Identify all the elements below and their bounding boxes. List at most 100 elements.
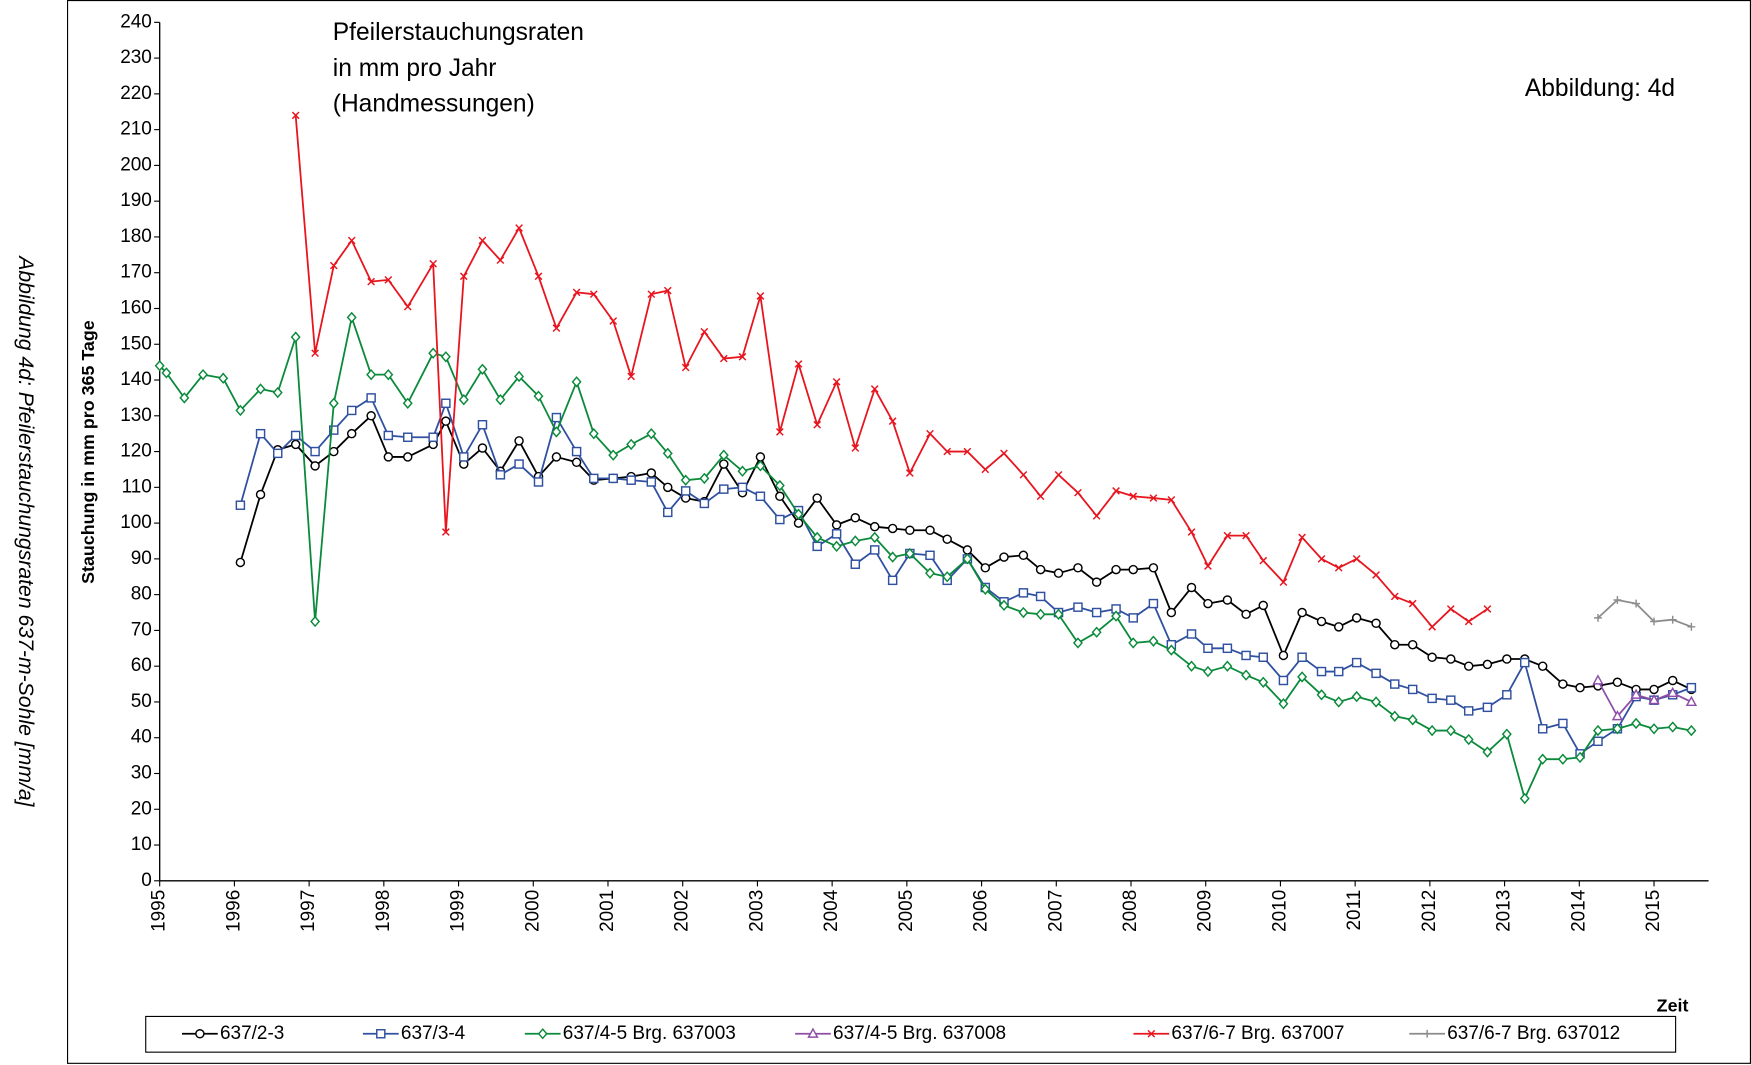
marker <box>1667 686 1679 698</box>
marker <box>1297 652 1307 662</box>
x-tick-label: 2009 <box>1195 890 1216 932</box>
marker <box>663 482 673 493</box>
marker <box>870 385 879 393</box>
marker <box>1316 616 1327 627</box>
marker <box>1091 626 1102 638</box>
marker <box>1445 724 1456 737</box>
marker <box>1203 643 1213 654</box>
marker <box>1334 563 1343 572</box>
marker <box>1053 568 1064 578</box>
marker <box>1463 706 1474 716</box>
marker <box>1593 736 1603 747</box>
marker <box>869 521 880 532</box>
marker <box>403 302 412 311</box>
marker <box>1091 607 1102 618</box>
marker <box>1575 751 1586 764</box>
marker <box>1464 617 1473 626</box>
marker <box>1241 650 1251 661</box>
marker <box>1371 668 1381 679</box>
marker <box>1667 675 1678 686</box>
marker <box>179 392 190 404</box>
marker <box>1686 682 1697 693</box>
x-tick-label: 1997 <box>298 890 319 932</box>
y-tick-label: 230 <box>120 47 152 68</box>
marker <box>1520 657 1530 668</box>
y-tick-label: 190 <box>120 190 152 211</box>
marker <box>1128 637 1139 649</box>
marker <box>1537 661 1548 671</box>
marker <box>812 531 823 544</box>
x-tick-label: 2015 <box>1643 890 1664 932</box>
marker <box>496 256 505 265</box>
marker <box>534 272 543 281</box>
marker <box>719 459 729 469</box>
marker <box>572 288 581 297</box>
marker <box>458 394 469 406</box>
marker <box>699 498 710 509</box>
marker <box>1317 555 1326 563</box>
marker <box>719 484 729 494</box>
marker <box>1036 492 1045 501</box>
x-tick-label: 2007 <box>1045 890 1066 932</box>
y-tick-label: 240 <box>120 11 152 32</box>
marker <box>1333 622 1344 632</box>
marker <box>1537 753 1548 765</box>
marker <box>310 615 321 628</box>
marker <box>793 518 804 528</box>
marker <box>1667 721 1678 733</box>
marker <box>402 397 413 409</box>
marker <box>376 1028 386 1039</box>
marker <box>755 452 766 462</box>
marker <box>290 430 301 441</box>
x-tick-label: 1995 <box>149 890 170 932</box>
y-tick-label: 50 <box>131 691 152 712</box>
marker <box>1316 666 1327 677</box>
marker <box>429 259 438 268</box>
marker <box>1091 577 1102 587</box>
marker <box>1073 563 1083 573</box>
marker <box>428 432 438 443</box>
marker <box>888 417 897 426</box>
marker <box>663 286 672 295</box>
marker <box>1018 588 1029 598</box>
y-tick-label: 20 <box>131 798 152 819</box>
marker <box>775 514 785 525</box>
marker <box>311 349 319 358</box>
marker <box>1427 652 1437 662</box>
marker <box>1073 602 1083 612</box>
marker <box>962 545 973 555</box>
marker <box>440 351 451 363</box>
marker <box>403 452 413 462</box>
marker <box>1222 660 1233 672</box>
marker <box>793 508 804 520</box>
marker <box>571 446 582 457</box>
marker <box>1427 693 1437 704</box>
marker <box>1167 495 1176 504</box>
marker <box>646 428 657 440</box>
marker <box>1128 613 1138 623</box>
marker <box>1482 746 1493 758</box>
marker <box>1148 635 1159 647</box>
marker <box>1612 723 1623 735</box>
marker <box>1371 696 1382 708</box>
marker <box>1204 562 1212 570</box>
marker <box>272 448 283 459</box>
x-axis-label: Zeit <box>1657 995 1689 1015</box>
marker <box>552 324 561 333</box>
marker <box>608 449 619 461</box>
marker <box>1407 639 1418 650</box>
y-tick-label: 170 <box>120 262 152 283</box>
marker <box>662 447 673 460</box>
marker <box>588 428 599 440</box>
marker <box>403 432 413 443</box>
marker <box>1000 449 1008 458</box>
marker <box>905 525 915 536</box>
chart-subtitle: in mm pro Jahr <box>333 55 497 82</box>
marker <box>1297 607 1307 618</box>
marker <box>1649 684 1659 695</box>
y-tick-label: 40 <box>131 727 152 748</box>
marker <box>1018 550 1029 561</box>
marker <box>962 553 973 565</box>
legend-label: 637/4-5 Brg. 637008 <box>833 1023 1006 1044</box>
